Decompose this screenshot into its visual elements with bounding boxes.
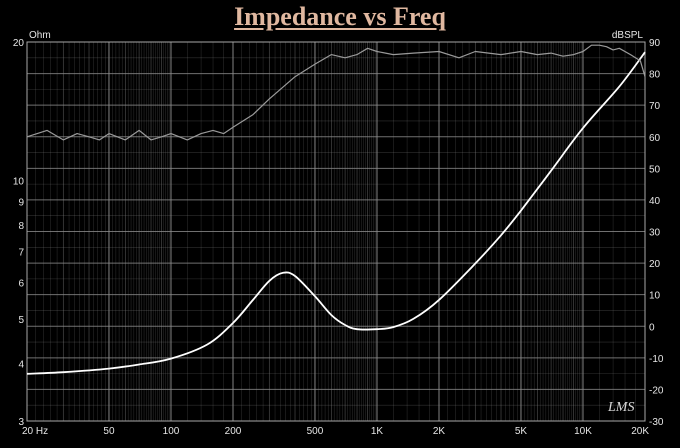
x-tick-label: 100	[163, 426, 180, 437]
right-y-tick-label: 70	[649, 101, 661, 112]
x-tick-label: 2K	[433, 426, 446, 437]
x-tick-label: 5K	[515, 426, 528, 437]
right-y-tick-label: 50	[649, 164, 661, 175]
right-y-tick-label: 80	[649, 70, 661, 81]
left-axis-unit: Ohm	[29, 30, 51, 41]
x-tick-label: 1K	[371, 426, 384, 437]
right-axis-unit: dBSPL	[612, 30, 644, 41]
plot-frame	[26, 41, 646, 422]
right-y-tick-label: 20	[649, 259, 661, 270]
left-y-tick-label: 7	[18, 248, 24, 259]
right-y-tick-label: -10	[649, 354, 664, 365]
right-y-tick-label: -20	[649, 385, 664, 396]
right-y-tick-label: 90	[649, 38, 661, 49]
x-tick-label: 50	[103, 426, 115, 437]
left-y-tick-label: 20	[13, 38, 25, 49]
right-y-tick-label: 30	[649, 228, 661, 239]
right-y-tick-label: 60	[649, 133, 661, 144]
chart-title: Impedance vs Freq	[234, 2, 446, 31]
impedance-curve	[26, 51, 646, 375]
left-y-tick-label: 10	[13, 176, 25, 187]
x-tick-label: 20K	[631, 426, 649, 437]
lms-logo: LMS	[607, 400, 634, 415]
chart-grid	[27, 42, 645, 421]
tick-labels: 20 Hz 50 100 200 500 1K 2K 5K 10K 20K201098765439…	[13, 38, 664, 437]
x-tick-label: 200	[225, 426, 242, 437]
spl-curve	[26, 44, 646, 141]
left-y-tick-label: 5	[18, 315, 24, 326]
left-y-tick-label: 4	[18, 360, 24, 371]
x-tick-label: 500	[307, 426, 324, 437]
right-y-tick-label: 0	[649, 322, 655, 333]
x-tick-label: 20 Hz	[22, 426, 48, 437]
right-y-tick-label: -30	[649, 417, 664, 428]
right-y-tick-label: 10	[649, 291, 661, 302]
x-tick-label: 10K	[574, 426, 592, 437]
left-y-tick-label: 8	[18, 221, 24, 232]
left-y-tick-label: 3	[18, 417, 24, 428]
series-group	[26, 44, 646, 375]
right-y-tick-label: 40	[649, 196, 661, 207]
left-y-tick-label: 9	[18, 198, 24, 209]
left-y-tick-label: 6	[18, 279, 24, 290]
